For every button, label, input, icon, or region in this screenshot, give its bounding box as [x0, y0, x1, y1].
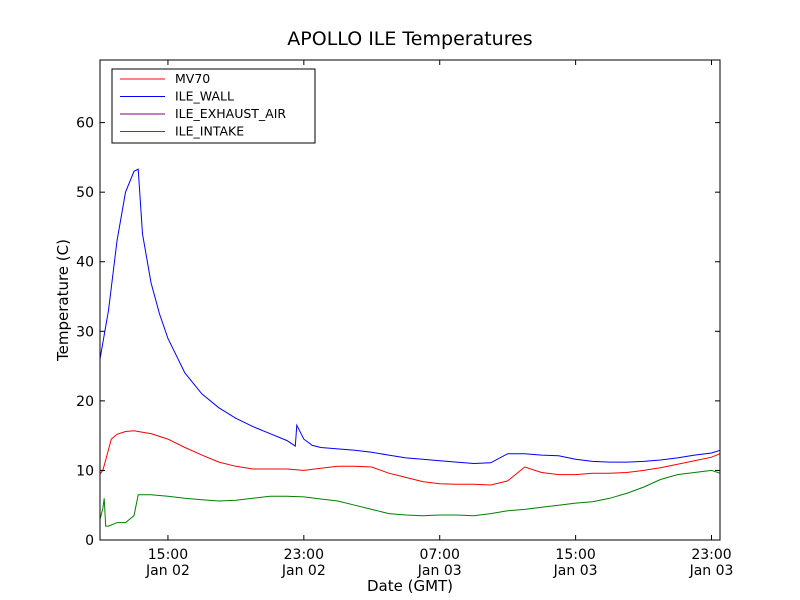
chart-title: APOLLO ILE Temperatures — [287, 28, 532, 50]
series-layer — [99, 168, 721, 527]
x-tick-label-time: 15:00 — [555, 547, 595, 563]
x-tick-label-time: 23:00 — [284, 547, 324, 563]
y-tick-label: 20 — [76, 394, 94, 410]
x-tick-label-time: 15:00 — [148, 547, 188, 563]
legend: MV70 ILE_WALL ILE_EXHAUST_AIR ILE_INTAKE — [111, 68, 316, 144]
y-axis-label: Temperature (C) — [54, 239, 72, 362]
legend-label: ILE_EXHAUST_AIR — [175, 106, 286, 121]
y-tick-label: 30 — [76, 324, 94, 340]
y-tick-label: 40 — [76, 255, 94, 271]
y-tick-label: 10 — [76, 463, 94, 479]
plot-area-frame — [99, 59, 721, 541]
x-tick-label-date: Jan 02 — [281, 563, 326, 579]
legend-label: ILE_WALL — [175, 89, 234, 104]
legend-label: MV70 — [175, 71, 210, 86]
series-line-mv70 — [99, 430, 721, 486]
series-line-ile-wall — [99, 168, 721, 465]
x-tick-label-time: 07:00 — [420, 547, 460, 563]
series-line-ile-intake — [99, 469, 721, 527]
legend-box — [111, 68, 316, 144]
y-tick-label: 60 — [76, 116, 94, 132]
x-tick-label-time: 23:00 — [691, 547, 731, 563]
x-tick-label-date: Jan 03 — [553, 563, 598, 579]
y-tick-label: 0 — [85, 533, 94, 549]
x-axis-label: Date (GMT) — [367, 577, 453, 595]
x-tick-label-date: Jan 03 — [689, 563, 734, 579]
y-tick-label: 50 — [76, 185, 94, 201]
x-tick-label-date: Jan 03 — [417, 563, 462, 579]
x-tick-label-date: Jan 02 — [145, 563, 190, 579]
legend-label: ILE_INTAKE — [175, 124, 244, 139]
